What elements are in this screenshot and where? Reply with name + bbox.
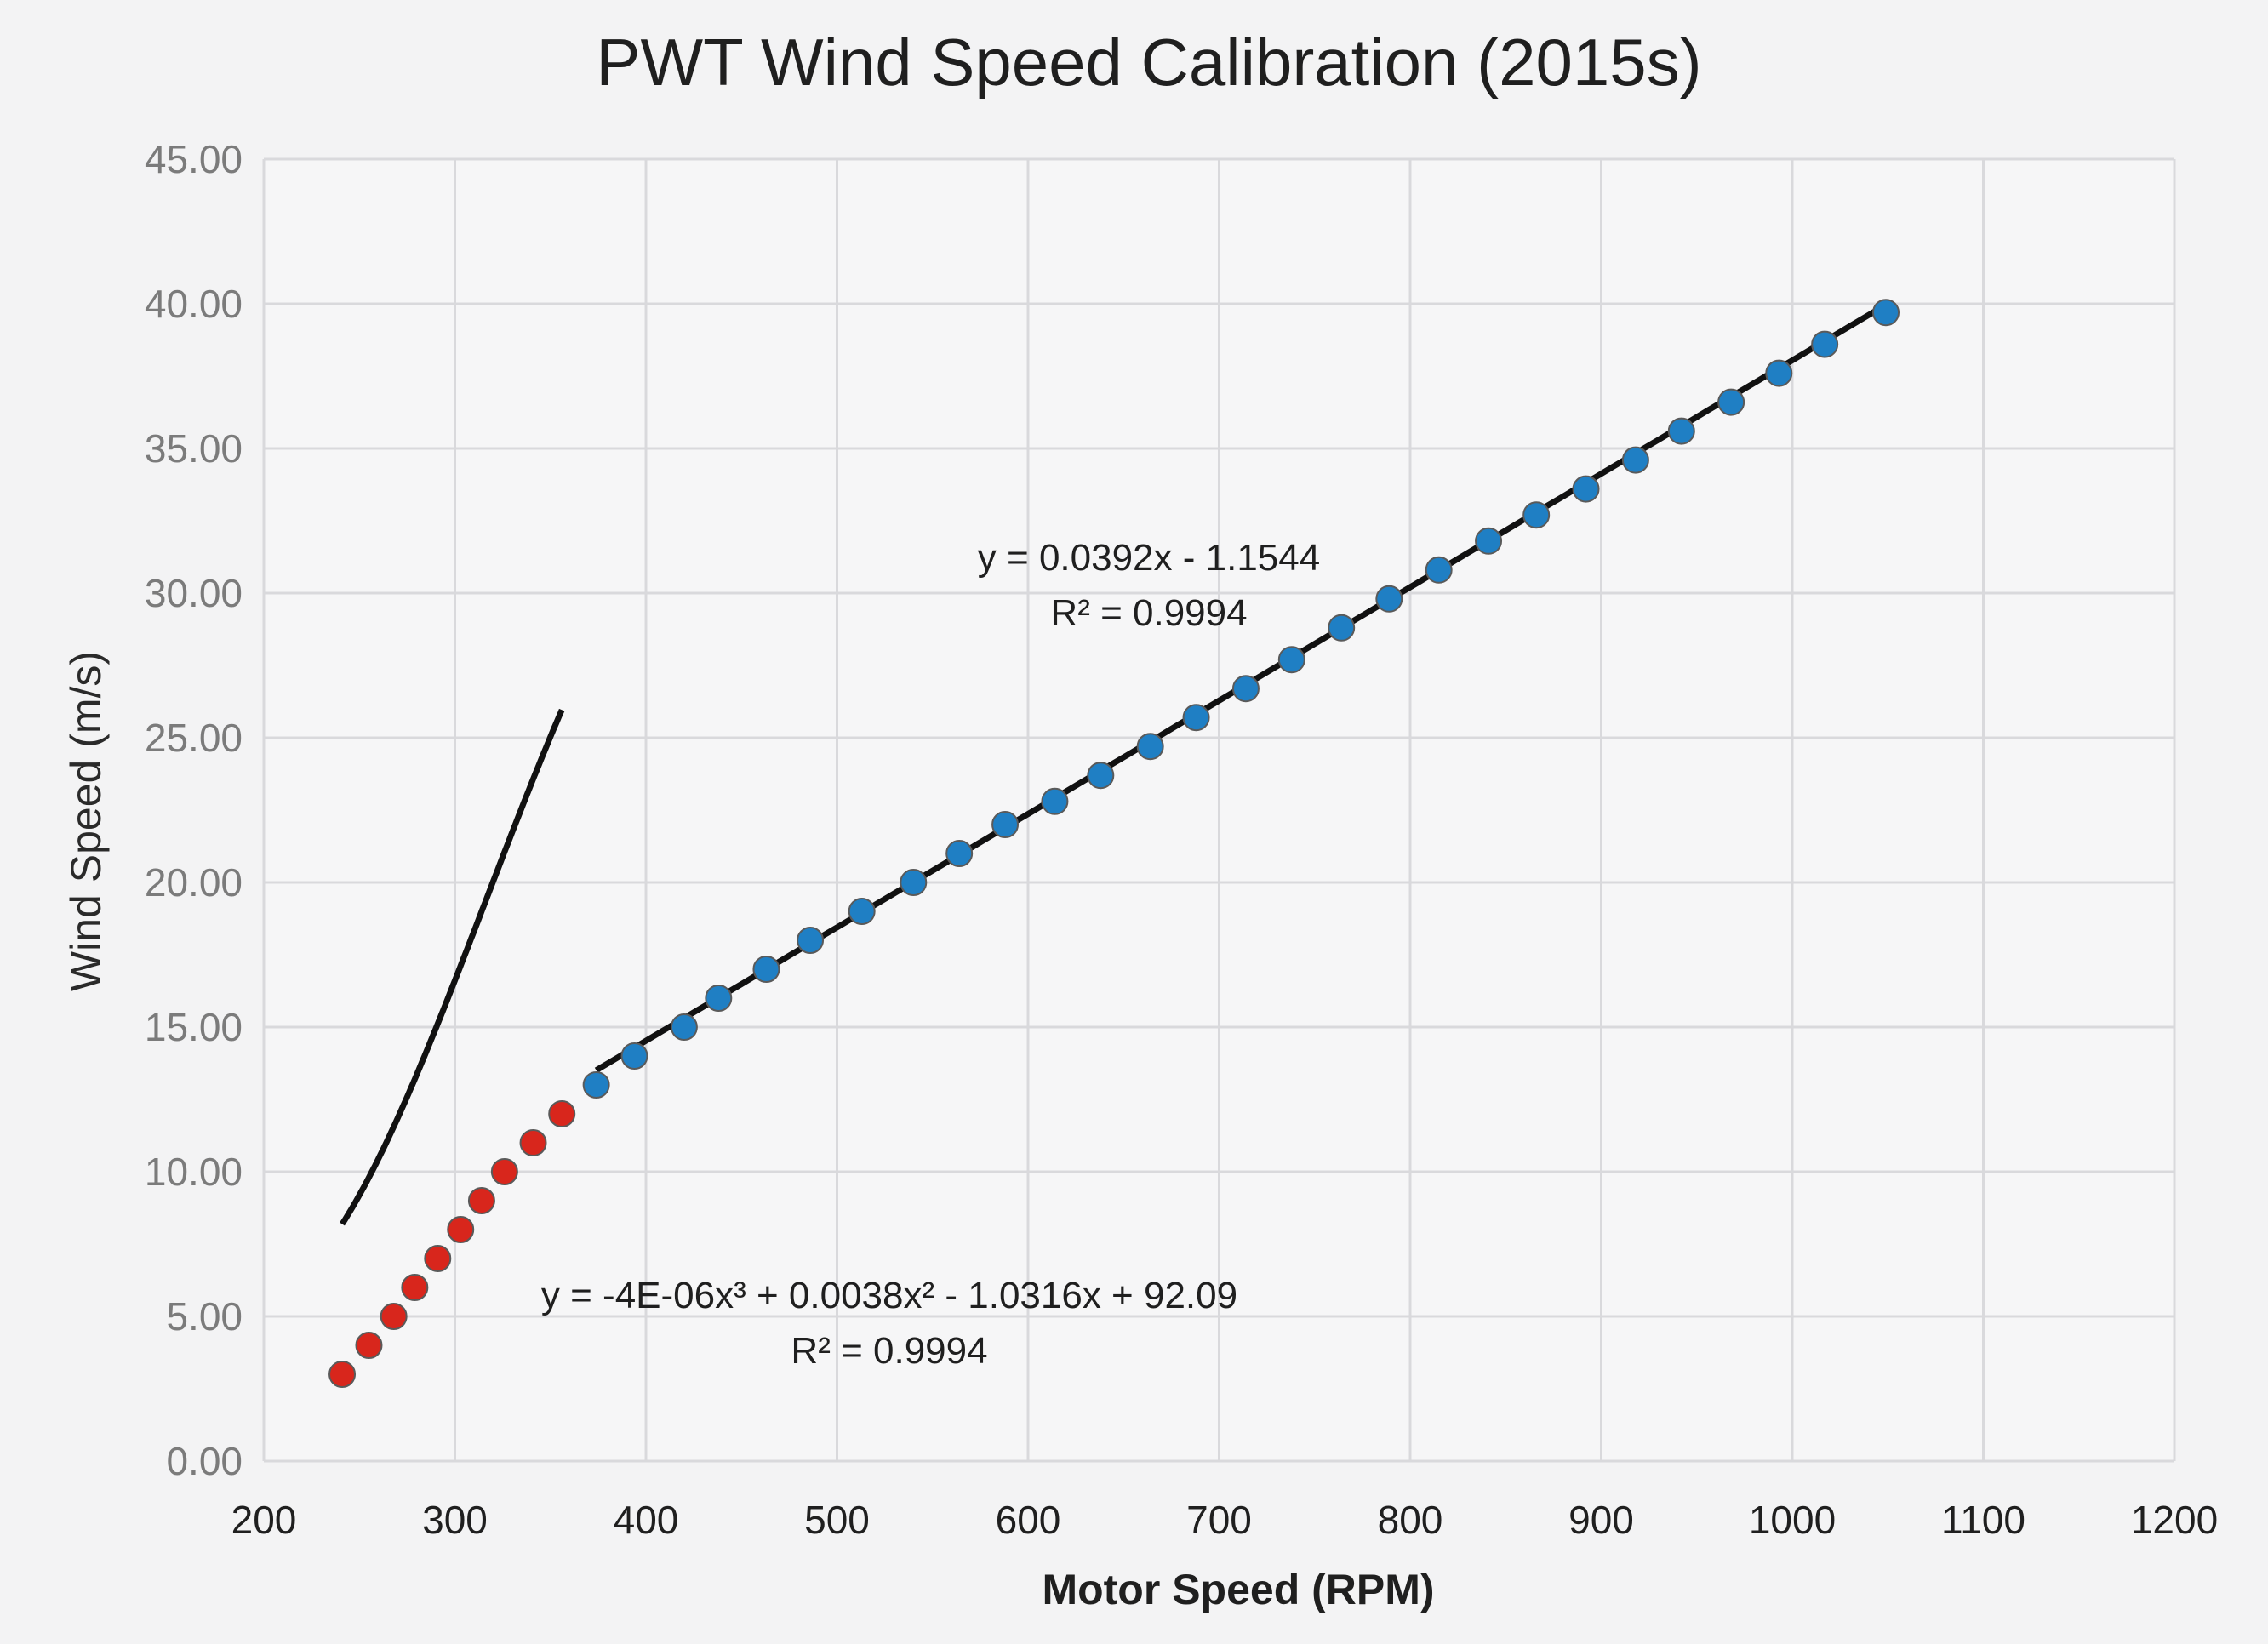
y-tick-label: 5.00 [166, 1294, 243, 1339]
trendline-polynomial [340, 708, 565, 1226]
data-point [620, 1042, 648, 1070]
data-point [1475, 527, 1503, 555]
data-point [1667, 417, 1695, 445]
data-point [328, 1361, 357, 1388]
data-point [380, 1303, 408, 1330]
y-tick-label: 35.00 [145, 426, 243, 471]
data-point [355, 1332, 383, 1359]
data-point [900, 869, 928, 896]
trendline-r2-linear: R² = 0.9994 [1050, 592, 1247, 634]
data-point [1231, 675, 1260, 703]
x-tick-label: 900 [1568, 1498, 1634, 1542]
data-point [424, 1245, 452, 1272]
data-point [1182, 704, 1210, 732]
data-point [1872, 299, 1900, 327]
trendline-equation-linear: y = 0.0392x - 1.1544 [978, 537, 1320, 579]
data-point [467, 1187, 495, 1214]
data-point [670, 1013, 698, 1041]
y-axis-title: Wind Speed (m/s) [62, 651, 110, 991]
data-point [401, 1274, 429, 1301]
data-point [519, 1129, 547, 1156]
data-point [797, 927, 825, 954]
data-point [848, 898, 876, 925]
y-tick-label: 15.00 [145, 1005, 243, 1049]
data-point [752, 956, 780, 983]
data-point [991, 811, 1020, 838]
data-point [1041, 787, 1069, 815]
x-tick-label: 400 [614, 1498, 679, 1542]
data-point [1425, 556, 1453, 584]
y-tick-label: 0.00 [166, 1439, 243, 1483]
data-point [447, 1216, 475, 1243]
trendline-r2-polynomial: R² = 0.9994 [791, 1330, 987, 1372]
data-point [1572, 475, 1600, 503]
y-tick-label: 20.00 [145, 860, 243, 905]
x-tick-label: 1200 [2131, 1498, 2218, 1542]
x-tick-label: 600 [996, 1498, 1061, 1542]
gridlines [262, 157, 2176, 1463]
data-points [328, 299, 1900, 1388]
y-tick-label: 45.00 [145, 137, 243, 181]
y-tick-label: 10.00 [145, 1150, 243, 1194]
x-tick-label: 1000 [1749, 1498, 1836, 1542]
data-point [1087, 762, 1115, 790]
y-tick-label: 30.00 [145, 571, 243, 615]
data-point [1621, 446, 1649, 474]
data-point [945, 840, 974, 867]
tick-labels: 200 300 400 500 600 700 800 900 1000 1100 1200 0.00… [145, 137, 2218, 1542]
x-tick-label: 700 [1186, 1498, 1252, 1542]
data-point [1328, 614, 1356, 642]
data-point [1375, 585, 1403, 613]
data-point [1136, 733, 1164, 761]
y-tick-label: 40.00 [145, 282, 243, 326]
data-point [548, 1100, 576, 1127]
x-tick-label: 500 [804, 1498, 870, 1542]
data-point [1717, 388, 1745, 416]
data-point [705, 985, 733, 1012]
x-tick-label: 1100 [1941, 1498, 2025, 1542]
x-tick-label: 300 [422, 1498, 488, 1542]
x-tick-label: 200 [231, 1498, 297, 1542]
chart-title: PWT Wind Speed Calibration (2015s) [596, 25, 1701, 100]
x-axis-title: Motor Speed (RPM) [1042, 1566, 1434, 1613]
data-point [1811, 330, 1839, 358]
data-point [1765, 359, 1793, 387]
data-point [1277, 646, 1305, 674]
x-tick-label: 800 [1378, 1498, 1443, 1542]
data-point [1522, 501, 1551, 529]
trendline-equation-polynomial: y = -4E-06x³ + 0.0038x² - 1.0316x + 92.0… [541, 1275, 1237, 1316]
y-tick-label: 25.00 [145, 716, 243, 760]
data-point [582, 1071, 610, 1099]
data-point [490, 1158, 518, 1185]
